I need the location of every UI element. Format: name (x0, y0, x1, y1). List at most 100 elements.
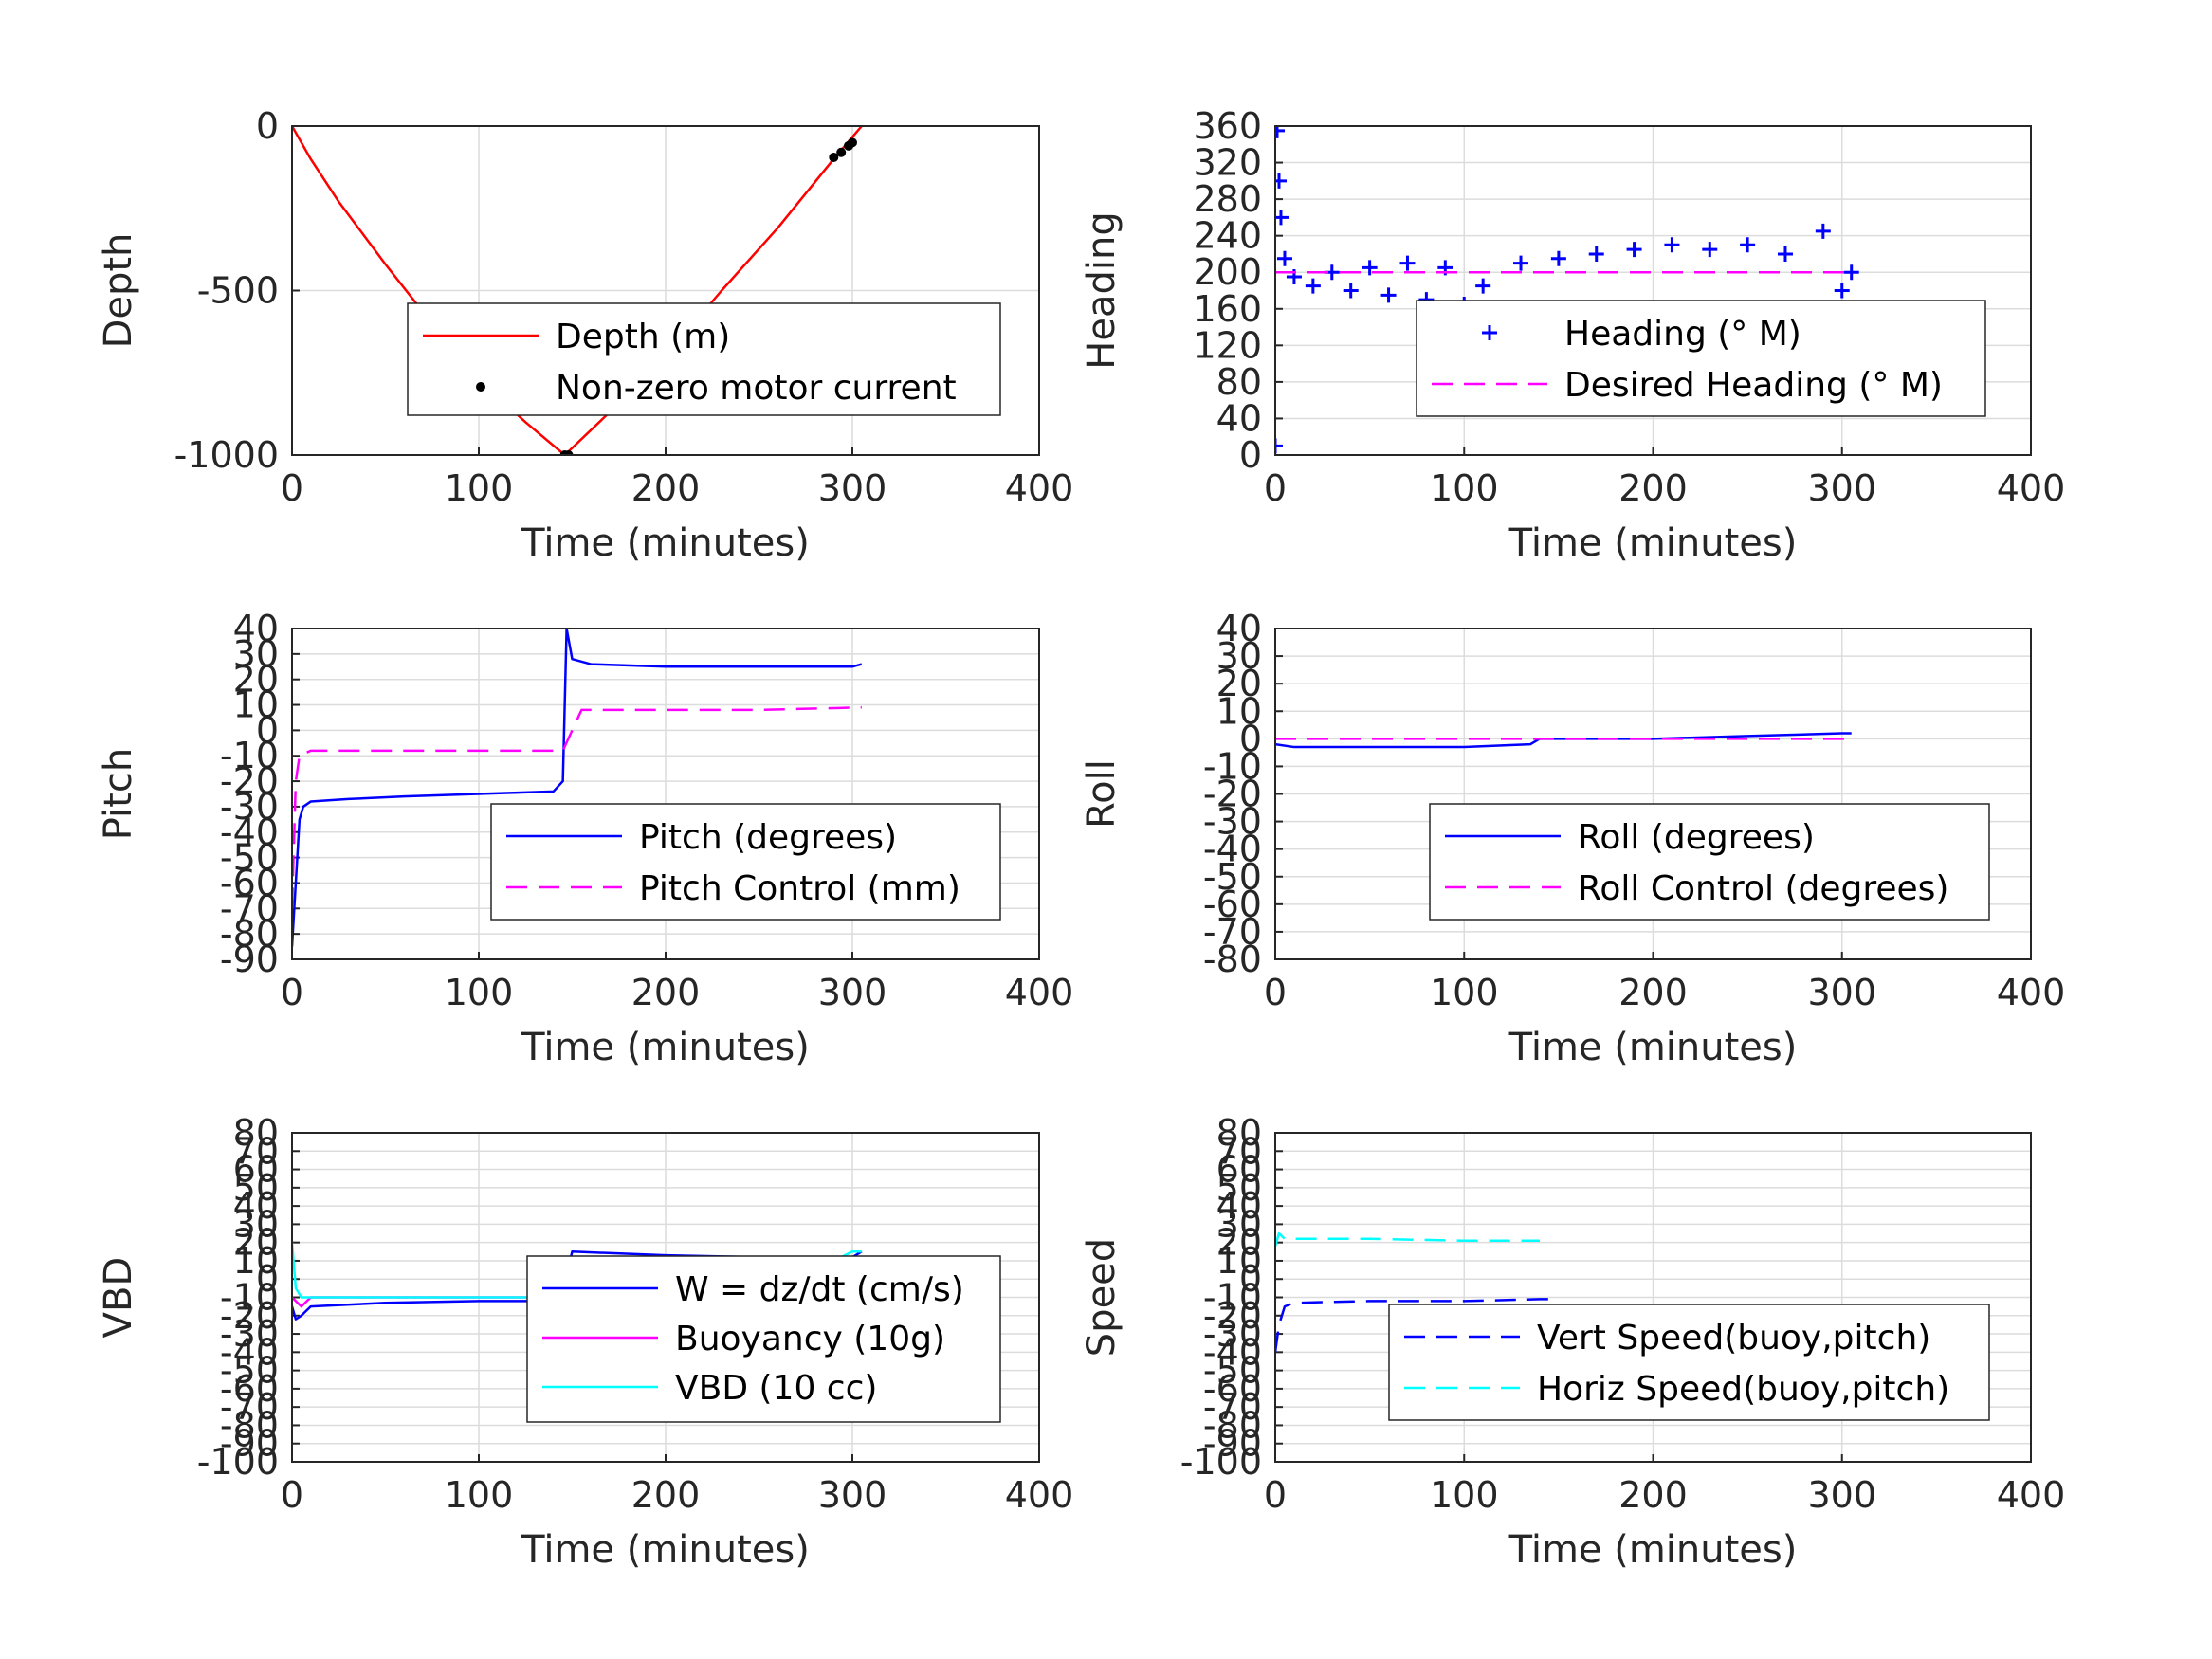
series-1-marker (1305, 278, 1321, 294)
y-tick-label: -100 (197, 1441, 279, 1483)
x-axis-label: Time (minutes) (521, 521, 810, 565)
x-tick-label: 400 (1997, 972, 2066, 1013)
legend-box (407, 302, 1001, 416)
series-1-marker (1588, 246, 1604, 262)
y-tick-label: 40 (233, 1185, 279, 1227)
y-tick-label: 320 (1193, 142, 1262, 184)
x-tick-label: 0 (281, 467, 303, 509)
y-tick-label: -20 (1203, 1295, 1262, 1337)
legend-label: Pitch Control (mm) (639, 869, 960, 908)
y-axis-label: Roll (1080, 759, 1124, 829)
y-tick-label: 10 (1216, 690, 1262, 732)
y-tick-label: 40 (1216, 608, 1262, 649)
legend-marker (476, 382, 485, 392)
legend-label: VBD (10 cc) (675, 1369, 877, 1408)
legend-label: Desired Heading (° M) (1564, 366, 1943, 405)
x-axis-label: Time (minutes) (521, 1026, 810, 1069)
x-tick-label: 200 (631, 467, 701, 509)
chart-panel-5: 0 100 200 300 40080706050403020100-10-20-30-… (97, 1112, 1073, 1572)
y-tick-label: 0 (1239, 1258, 1262, 1300)
series-1-marker (1550, 250, 1566, 266)
y-tick-label: -60 (1203, 1368, 1262, 1410)
series-1-marker (1380, 287, 1397, 303)
x-tick-label: 300 (818, 972, 887, 1013)
series-1-marker (1343, 283, 1359, 299)
series-1-marker (1275, 126, 1285, 138)
y-tick-label: 160 (1193, 288, 1262, 330)
series-1-marker (1777, 246, 1793, 262)
y-tick-label: 200 (1193, 251, 1262, 293)
x-axis-label: Time (minutes) (1508, 1528, 1798, 1572)
y-tick-label: -40 (1203, 1331, 1262, 1373)
y-tick-label: -1000 (174, 434, 279, 476)
series-1-marker (1664, 237, 1680, 253)
y-tick-label: 0 (1239, 434, 1262, 476)
y-tick-label: -60 (220, 862, 279, 903)
chart-panel-2: 0 100 200 300 40036032028024020016012080400T… (1080, 105, 2065, 565)
y-tick-label: -80 (220, 913, 279, 955)
y-tick-label: 20 (1216, 663, 1262, 704)
legend-box (1416, 300, 1986, 417)
axes-frame (291, 1132, 1040, 1463)
chart-panel-1: 0 100 200 300 400 0 -500 -1000 Time (minutes) Dep… (97, 105, 1073, 565)
x-tick-label: 400 (1005, 1474, 1074, 1516)
y-tick-label: 50 (233, 1167, 279, 1209)
chart-panel-3: 0 100 200 300 400403020100-10-20-30-40-50-60… (97, 608, 1073, 1069)
x-tick-label: 300 (818, 467, 887, 509)
legend-marker (1482, 325, 1497, 340)
x-tick-label: 200 (631, 972, 701, 1013)
y-tick-label: -40 (220, 811, 279, 853)
series-2-line (1275, 1231, 1540, 1247)
series-1-marker (1362, 260, 1378, 276)
x-tick-label: 200 (1618, 972, 1688, 1013)
axes-frame (1274, 628, 2032, 960)
series-2-point (848, 137, 857, 148)
series-1-line (1275, 732, 1852, 749)
x-tick-label: 100 (445, 467, 514, 509)
series-2-line (292, 705, 862, 909)
legend-label: Vert Speed(buoy,pitch) (1537, 1319, 1930, 1358)
y-tick-label: 50 (1216, 1167, 1262, 1209)
y-tick-label: 30 (233, 1203, 279, 1245)
x-axis-label: Time (minutes) (521, 1528, 810, 1572)
y-tick-label: -80 (1203, 1404, 1262, 1446)
y-tick-label: -40 (1203, 829, 1262, 870)
y-tick-label: 0 (256, 1258, 279, 1300)
x-axis-label: Time (minutes) (1508, 521, 1798, 565)
y-tick-label: -40 (220, 1331, 279, 1373)
x-tick-label: 0 (1264, 1474, 1287, 1516)
y-tick-label: 360 (1193, 105, 1262, 147)
series-1-marker (1276, 250, 1292, 266)
series-1-marker (1513, 255, 1529, 271)
x-tick-label: 100 (1430, 1474, 1499, 1516)
y-tick-label: -90 (220, 1423, 279, 1465)
data-layer (292, 629, 863, 947)
legend-box (1429, 803, 1990, 921)
x-tick-label: 0 (1264, 467, 1287, 509)
legend-label: Non-zero motor current (556, 369, 957, 408)
y-tick-label: -10 (1203, 745, 1262, 787)
y-tick-label: 10 (233, 1240, 279, 1282)
x-tick-label: 100 (445, 972, 514, 1013)
y-axis-label: Heading (1080, 211, 1124, 369)
x-tick-label: 100 (445, 1474, 514, 1516)
series-1-marker (1740, 237, 1756, 253)
series-1-marker (1275, 173, 1287, 189)
y-tick-label: -90 (1203, 1423, 1262, 1465)
x-tick-label: 400 (1005, 972, 1074, 1013)
y-tick-label: -70 (1203, 911, 1262, 953)
series-1-marker (1275, 438, 1283, 454)
y-tick-label: 30 (1216, 635, 1262, 677)
legend-box (1388, 1304, 1990, 1421)
series-1-marker (1843, 264, 1859, 281)
legend: Heading (° M) Desired Heading (° M) (1416, 300, 1986, 417)
y-tick-label: -10 (220, 1277, 279, 1319)
y-tick-label: -70 (220, 1386, 279, 1428)
y-tick-label: 0 (1239, 718, 1262, 759)
axes-frame (1274, 125, 2032, 456)
series-2-point (563, 450, 574, 455)
x-tick-label: 400 (1997, 467, 2066, 509)
axes-frame (291, 125, 1040, 456)
chart-panel-4: 0 100 200 300 400403020100-10-20-30-40-50-60… (1080, 608, 2065, 1069)
legend-label: Roll (degrees) (1578, 818, 1815, 857)
